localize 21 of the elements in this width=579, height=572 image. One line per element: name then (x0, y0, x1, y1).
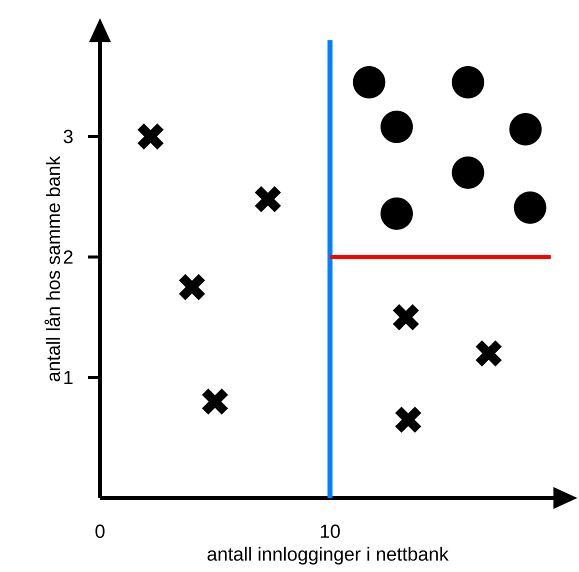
x-tick-label: 10 (320, 524, 340, 538)
y-axis-title: antall lån hos samme bank (44, 156, 60, 382)
point (352, 66, 386, 98)
point (392, 302, 420, 332)
point (380, 197, 413, 230)
point (380, 110, 413, 144)
point (474, 339, 504, 368)
y-tick-label: 3 (64, 130, 73, 144)
x-tick-label: 0 (95, 524, 105, 538)
x-axis-title: antall innlogginger i nettbank (208, 546, 449, 565)
y-tick-label: 2 (64, 250, 73, 264)
point (509, 113, 542, 146)
y-tick-label: 1 (64, 370, 73, 384)
point (178, 272, 206, 302)
point (452, 156, 484, 189)
point (200, 387, 230, 416)
point (452, 66, 484, 98)
point (254, 184, 282, 214)
point (136, 122, 165, 151)
point (514, 191, 546, 224)
point (394, 405, 423, 434)
